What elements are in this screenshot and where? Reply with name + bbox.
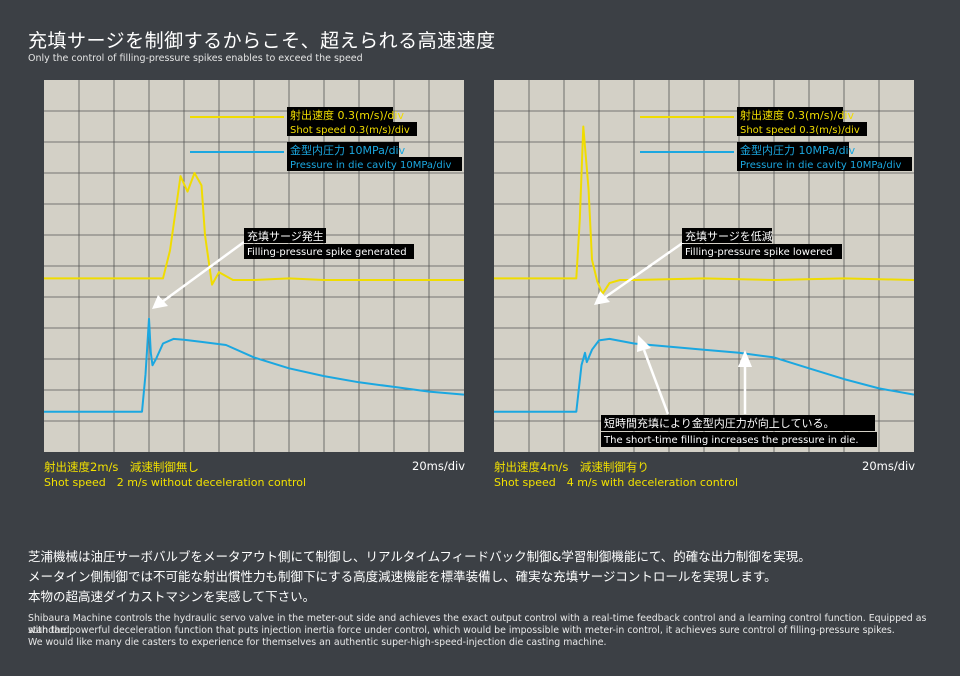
annotation-arrow-line	[161, 240, 245, 304]
legend-speed-jp-box	[737, 107, 843, 122]
caption-right-jp: 射出速度4m/s 減速制御有り	[494, 460, 649, 474]
annotation2-arrowhead-left	[637, 335, 651, 352]
annotation2-jp-box	[601, 415, 875, 431]
annotation2-en: The short-time filling increases the pre…	[603, 435, 859, 446]
description-en-line-2: with the powerful deceleration function …	[28, 625, 895, 636]
description-jp-line-1: 芝浦機械は油圧サーボバルブをメータアウト側にて制御し、リアルタイムフィードバック…	[28, 549, 811, 564]
legend-speed-en-box	[737, 122, 867, 136]
time-div-left: 20ms/div	[412, 459, 466, 473]
oscilloscope-chart-right: 射出速度 0.3(m/s)/div Shot speed 0.3(m/s)/di…	[494, 80, 914, 452]
legend-speed-en-box	[287, 122, 417, 136]
traces	[44, 172, 464, 413]
legend-pressure-en: Pressure in die cavity 10MPa/div	[740, 160, 902, 171]
annotation2-en-box	[601, 432, 877, 447]
annotation-jp: 充填サージを低減	[685, 229, 773, 243]
legend-pressure-en-box	[287, 157, 462, 171]
annotation-jp-box	[244, 228, 326, 243]
caption-left-en: Shot speed 2 m/s without deceleration co…	[44, 476, 307, 489]
shot-speed-trace	[44, 172, 464, 286]
caption-right-en: Shot speed 4 m/s with deceleration contr…	[494, 476, 739, 489]
description-en-line-3: We would like many die casters to experi…	[28, 637, 607, 648]
annotation2-arrow-left-line	[642, 349, 670, 415]
legend-pressure-en-box	[737, 157, 912, 171]
legend-pressure-jp: 金型内圧力 10MPa/div	[740, 143, 856, 157]
annotation-en: Filling-pressure spike generated	[247, 247, 407, 258]
annotation-arrowhead	[594, 291, 610, 305]
legend-speed-jp: 射出速度 0.3(m/s)/div	[740, 108, 854, 122]
annotation-jp: 充填サージ発生	[247, 229, 324, 243]
legend-pressure-jp-box	[287, 142, 399, 157]
description-jp-line-2: メータイン側制御では不可能な射出慣性力も制御下にする高度減速機能を標準装備し、確…	[28, 569, 777, 584]
annotation2-jp: 短時間充填により金型内圧力が向上している。	[604, 416, 834, 430]
annotation-en-box	[244, 244, 414, 259]
legend-pressure-jp: 金型内圧力 10MPa/div	[290, 143, 406, 157]
chart-panel-right: 射出速度 0.3(m/s)/div Shot speed 0.3(m/s)/di…	[494, 80, 914, 452]
legend-pressure-jp-box	[737, 142, 849, 157]
description-en-line-1: Shibaura Machine controls the hydraulic …	[28, 613, 927, 636]
caption-left-jp: 射出速度2m/s 減速制御無し	[44, 460, 199, 474]
oscilloscope-chart-left: 射出速度 0.3(m/s)/div Shot speed 0.3(m/s)/di…	[44, 80, 464, 452]
page-subtitle: Only the control of filling-pressure spi…	[28, 53, 363, 64]
chart-panel-left: 射出速度 0.3(m/s)/div Shot speed 0.3(m/s)/di…	[44, 80, 464, 452]
legend-speed-jp: 射出速度 0.3(m/s)/div	[290, 108, 404, 122]
legend-speed-en: Shot speed 0.3(m/s)/div	[740, 125, 860, 136]
die-pressure-trace	[494, 337, 914, 413]
description-jp-line-3: 本物の超高速ダイカストマシンを実感して下さい。	[28, 589, 316, 604]
annotation-en: Filling-pressure spike lowered	[685, 247, 833, 258]
legend-speed-en: Shot speed 0.3(m/s)/div	[290, 125, 410, 136]
annotation-en-box	[682, 244, 842, 259]
die-pressure-trace	[44, 317, 464, 413]
annotation-arrowhead	[152, 295, 168, 309]
annotation2-arrowhead-right	[738, 350, 752, 367]
time-div-right: 20ms/div	[862, 459, 916, 473]
annotation-arrow-line	[603, 240, 685, 300]
annotation-jp-box	[682, 228, 772, 243]
legend-speed-jp-box	[287, 107, 393, 122]
legend-pressure-en: Pressure in die cavity 10MPa/div	[290, 160, 452, 171]
page-title: 充填サージを制御するからこそ、超えられる高速速度	[28, 30, 496, 52]
